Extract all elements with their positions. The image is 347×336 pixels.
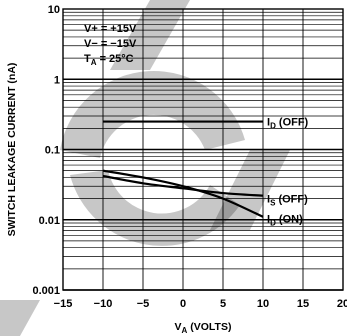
watermark-slash-top <box>110 0 190 70</box>
x-tick-label: 15 <box>297 298 309 310</box>
y-tick-label: 10 <box>48 4 60 16</box>
series-line <box>102 174 264 197</box>
y-tick-label: 0.1 <box>45 145 60 157</box>
y-tick-label: 0.01 <box>39 215 60 227</box>
series-label: IS (OFF) <box>267 194 308 208</box>
x-axis-label: VA (VOLTS) <box>175 321 232 335</box>
watermark-logo <box>0 0 290 336</box>
plot-frame <box>62 8 344 291</box>
y-tick-labels: 0.001 0.01 0.1 1 10 <box>32 4 60 297</box>
x-tick-label: 10 <box>257 298 269 310</box>
condition-vplus: V+ = +15V <box>84 23 137 35</box>
series-line <box>102 169 264 218</box>
x-tick-label: 20 <box>337 298 347 310</box>
x-tick-label: −5 <box>137 298 150 310</box>
series-label: ID (ON) <box>267 213 303 227</box>
watermark-arc-top <box>60 71 245 158</box>
watermark-slash-right <box>210 150 290 230</box>
condition-temperature: TA = 25°C <box>84 53 134 67</box>
x-tick-labels: −15 −10 −5 0 5 10 15 20 <box>54 298 347 310</box>
watermark-arc-bottom <box>70 170 240 246</box>
y-tick-label: 1 <box>54 74 60 86</box>
condition-vminus: V− = −15V <box>84 38 137 50</box>
x-tick-label: 5 <box>220 298 226 310</box>
test-conditions: V+ = +15V V− = −15V TA = 25°C <box>84 23 137 67</box>
grid <box>62 9 344 291</box>
y-axis-label: SWITCH LEAKAGE CURRENT (nA) <box>6 63 18 237</box>
x-tick-label: 0 <box>180 298 186 310</box>
series-label: ID (OFF) <box>267 117 309 131</box>
series-group: ID (OFF) IS (OFF) ID (ON) <box>102 117 309 227</box>
watermark-slash-left <box>0 300 40 336</box>
x-tick-label: −15 <box>54 298 73 310</box>
y-tick-label: 0.001 <box>32 285 60 297</box>
x-tick-label: −10 <box>94 298 113 310</box>
